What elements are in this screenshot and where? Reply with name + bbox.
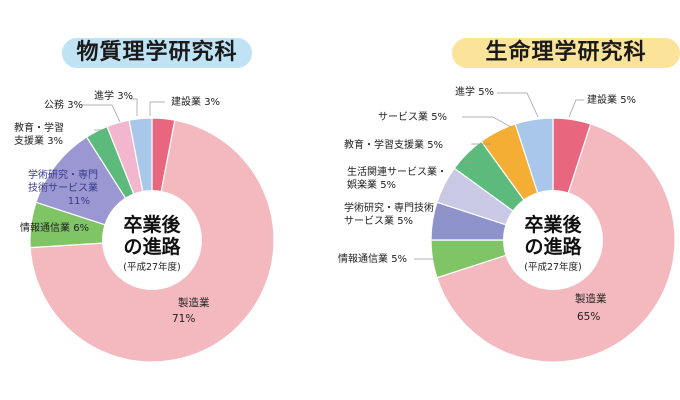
left-label-research-line2: 技術サービス業 — [28, 181, 98, 194]
right-leader-lines — [414, 92, 584, 260]
left-label-research-value: 11% — [68, 196, 90, 207]
left-leader-lines — [82, 98, 165, 131]
left-center-title-line2: の進路 — [123, 235, 181, 258]
left-label-manufacturing: 製造業 — [178, 296, 210, 309]
left-label-public-service: 公務 3% — [44, 98, 83, 111]
right-label-ict: 情報通信業 5% — [338, 252, 407, 265]
right-label-manufacturing: 製造業 — [575, 292, 607, 305]
right-label-services: サービス業 5% — [378, 110, 447, 123]
right-label-lifestyle-line1: 生活関連サービス業・ — [347, 165, 447, 178]
right-chart-title: 生命理学研究科 — [452, 38, 680, 68]
right-label-lifestyle-line2: 娯楽業 5% — [347, 178, 396, 191]
left-label-construction: 建設業 3% — [171, 95, 220, 108]
right-label-construction: 建設業 5% — [587, 93, 636, 106]
right-center-subtitle: (平成27年度) — [524, 261, 582, 273]
left-center-subtitle: (平成27年度) — [123, 261, 181, 273]
left-label-education-line1: 教育・学習 — [14, 121, 64, 134]
left-label-ict: 情報通信業 6% — [20, 221, 89, 234]
left-label-research-line1: 学術研究・専門 — [28, 168, 98, 181]
right-label-manufacturing-value: 65% — [577, 311, 600, 323]
right-center-hole — [503, 190, 603, 290]
right-center-title-line2: の進路 — [524, 235, 582, 258]
left-label-manufacturing-value: 71% — [172, 313, 195, 325]
right-label-grad-school: 進学 5% — [455, 85, 494, 98]
left-chart-title: 物質理学研究科 — [62, 38, 252, 68]
left-label-grad-school: 進学 3% — [94, 89, 133, 102]
right-label-research-line2: サービス業 5% — [344, 214, 413, 227]
left-center-hole — [102, 190, 202, 290]
right-label-research-line1: 学術研究・専門技術 — [344, 201, 434, 214]
left-center-title-line1: 卒業後 — [123, 213, 181, 236]
right-label-education: 教育・学習支援業 5% — [344, 138, 443, 151]
right-center-title-line1: 卒業後 — [524, 213, 582, 236]
left-label-education-line2: 支援業 3% — [14, 134, 63, 147]
